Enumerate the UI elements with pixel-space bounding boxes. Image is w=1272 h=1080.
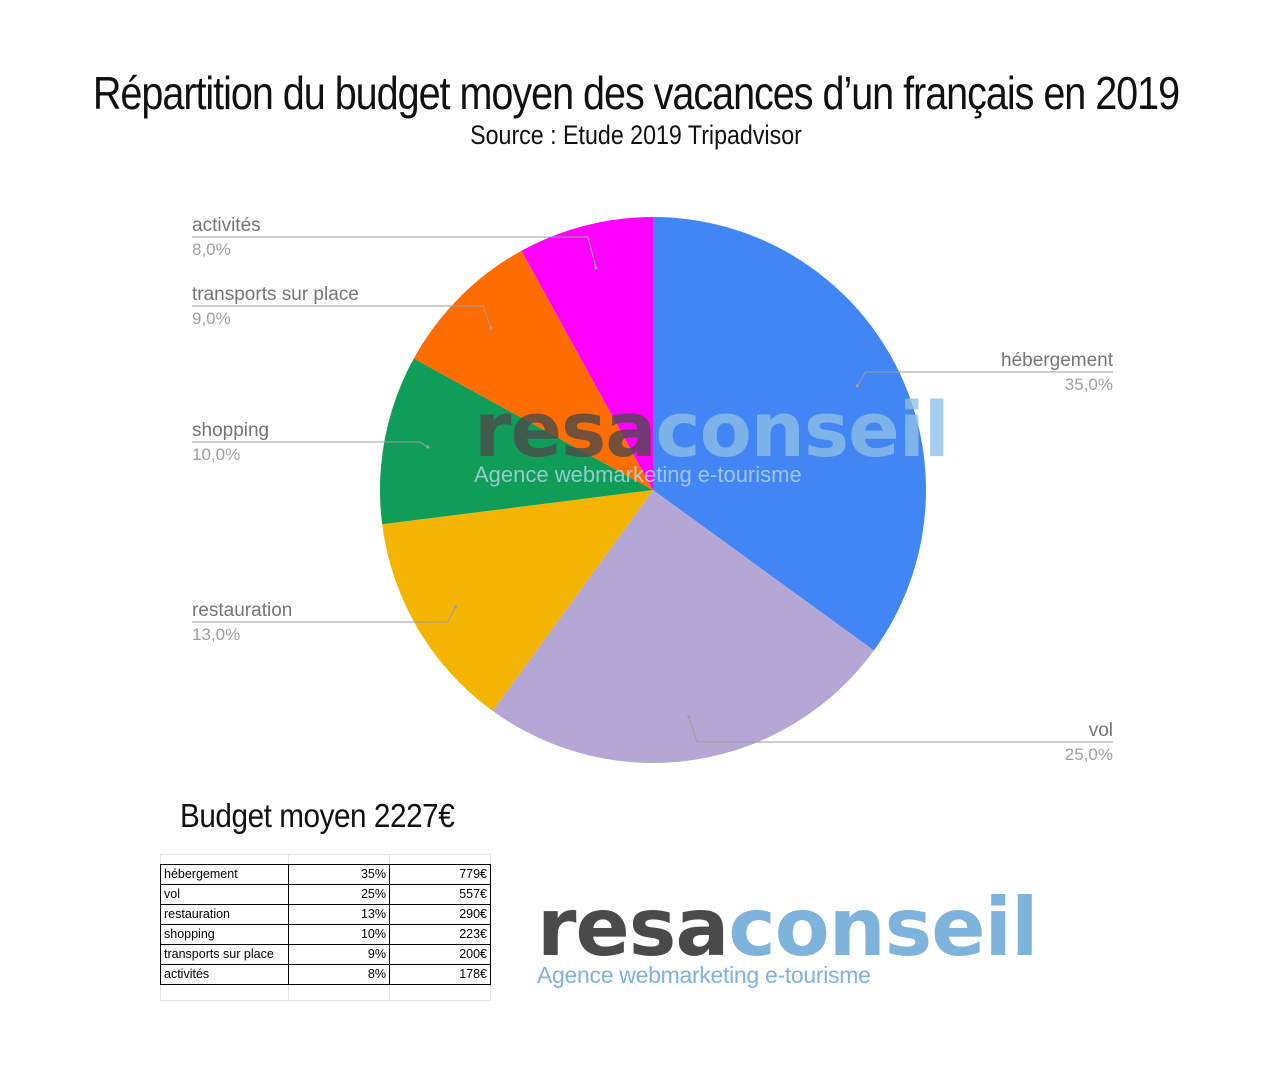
pie-chart: hébergement 35,0% vol 25,0% restauration 13,0… bbox=[192, 215, 1114, 764]
table-cell-percent: 10% bbox=[288, 924, 390, 945]
table-row: hébergement 35% 779€ bbox=[160, 864, 491, 885]
grid-line bbox=[160, 1000, 490, 1001]
logo-brand-part2: conseil bbox=[728, 881, 1038, 974]
leader-line bbox=[192, 606, 457, 623]
pie-slice-5 bbox=[521, 217, 653, 490]
table-cell-category: activités bbox=[160, 964, 289, 985]
table-cell-amount: 200€ bbox=[389, 944, 491, 965]
slice-label: transports sur place bbox=[192, 284, 359, 305]
slice-value-label: 8,0% bbox=[192, 240, 231, 259]
slice-label: hébergement bbox=[1001, 350, 1114, 371]
pie-leader-lines bbox=[192, 236, 1113, 743]
table-cell-amount: 557€ bbox=[389, 884, 491, 905]
leader-line bbox=[688, 716, 1113, 743]
table-row: restauration 13% 290€ bbox=[160, 904, 491, 925]
slice-value-label: 25,0% bbox=[1065, 745, 1113, 764]
table-cell-percent: 13% bbox=[288, 904, 390, 925]
slice-value-label: 10,0% bbox=[192, 445, 240, 464]
table-cell-amount: 290€ bbox=[389, 904, 491, 925]
grid-line bbox=[160, 854, 490, 855]
pie-slice-4 bbox=[413, 250, 653, 490]
chart-subtitle: Source : Etude 2019 Tripadvisor bbox=[470, 120, 802, 150]
table-cell-category: transports sur place bbox=[160, 944, 289, 965]
table-cell-category: vol bbox=[160, 884, 289, 905]
budget-heading: Budget moyen 2227€ bbox=[180, 797, 455, 834]
table-row: transports sur place 9% 200€ bbox=[160, 944, 491, 965]
pie-slice-0 bbox=[653, 217, 926, 651]
leader-dot bbox=[454, 605, 458, 609]
table-cell-category: restauration bbox=[160, 904, 289, 925]
leader-line bbox=[856, 371, 1113, 387]
table-cell-percent: 8% bbox=[288, 964, 390, 985]
leader-dot bbox=[594, 266, 598, 270]
table-cell-percent: 25% bbox=[288, 884, 390, 905]
table-cell-amount: 223€ bbox=[389, 924, 491, 945]
logo-tagline: Agence webmarketing e-tourisme bbox=[537, 962, 871, 988]
slice-value-label: 13,0% bbox=[192, 625, 240, 644]
table-cell-category: hébergement bbox=[160, 864, 289, 885]
pie-slice-3 bbox=[380, 358, 653, 525]
slice-label: restauration bbox=[192, 600, 292, 621]
pie-slices bbox=[380, 217, 926, 763]
slice-value-label: 35,0% bbox=[1065, 375, 1113, 394]
pie-slice-1 bbox=[492, 490, 874, 763]
table-cell-amount: 178€ bbox=[389, 964, 491, 985]
chart-title: Répartition du budget moyen des vacances… bbox=[92, 67, 1180, 119]
leader-line bbox=[192, 441, 429, 448]
leader-dot bbox=[426, 445, 430, 449]
table-cell-percent: 35% bbox=[288, 864, 390, 885]
leader-line bbox=[192, 305, 492, 329]
logo-brand-part1: resa bbox=[537, 881, 729, 974]
resaconseil-logo: resaconseil Agence webmarketing e-touris… bbox=[537, 888, 1038, 989]
budget-table: hébergement 35% 779€ vol 25% 557€ restau… bbox=[160, 864, 491, 985]
table-row: vol 25% 557€ bbox=[160, 884, 491, 905]
slice-label: vol bbox=[1089, 720, 1113, 741]
leader-line bbox=[192, 236, 597, 269]
grid-line bbox=[490, 854, 491, 1000]
slice-value-label: 9,0% bbox=[192, 309, 231, 328]
table-row: shopping 10% 223€ bbox=[160, 924, 491, 945]
slice-label: shopping bbox=[192, 420, 269, 441]
table-row: activités 8% 178€ bbox=[160, 964, 491, 985]
leader-dot bbox=[489, 326, 493, 330]
pie-labels: hébergement 35,0% vol 25,0% restauration 13,0… bbox=[192, 215, 1114, 764]
leader-dot bbox=[687, 714, 691, 719]
table-cell-percent: 9% bbox=[288, 944, 390, 965]
leader-dot bbox=[855, 384, 859, 388]
slice-label: activités bbox=[192, 215, 261, 236]
pie-slice-2 bbox=[382, 490, 653, 711]
table-cell-category: shopping bbox=[160, 924, 289, 945]
table-cell-amount: 779€ bbox=[389, 864, 491, 885]
